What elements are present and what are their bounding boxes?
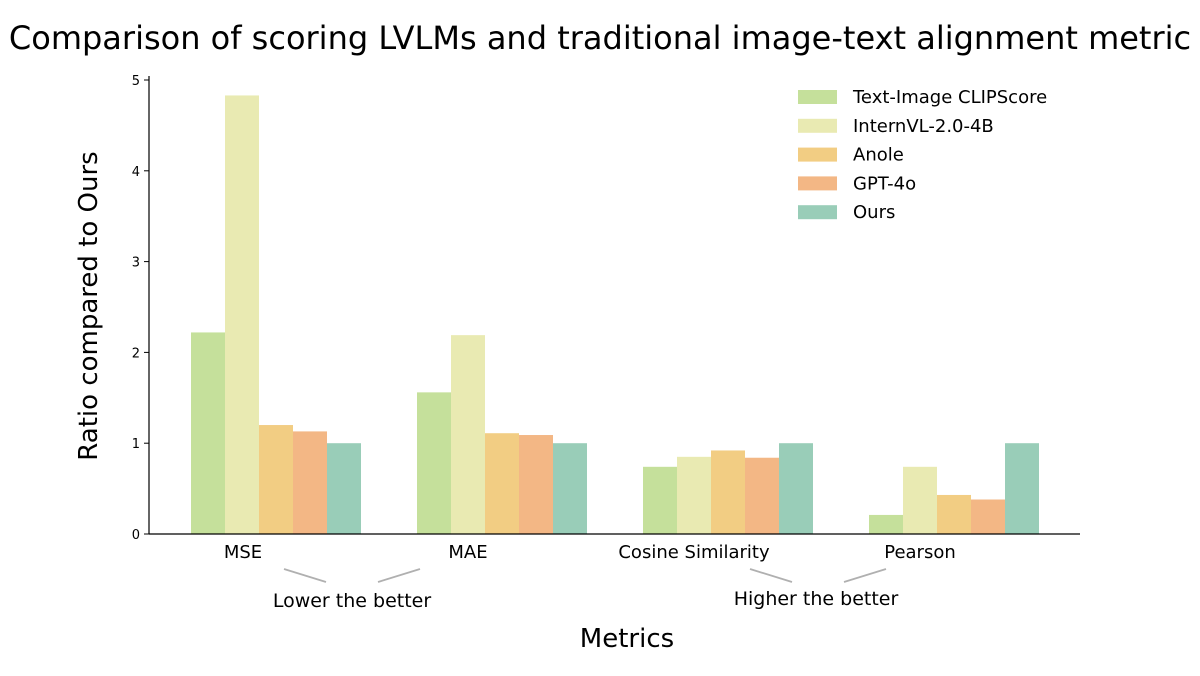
legend-swatch: [798, 90, 837, 104]
chart-title: Comparison of scoring LVLMs and traditio…: [9, 19, 1191, 57]
annotations-layer: Lower the better Higher the better: [273, 568, 899, 612]
bars-layer: [191, 95, 1039, 534]
x-category-label: Pearson: [884, 542, 956, 563]
legend-swatch: [798, 118, 837, 133]
bar-internvl-2-0-4b-mae: [451, 335, 485, 534]
legend-swatch: [798, 147, 837, 162]
bar-text-image-clipscore-cosine-similarity: [643, 466, 677, 534]
bar-text-image-clipscore-mse: [191, 332, 225, 534]
bar-internvl-2-0-4b-cosine-similarity: [677, 456, 711, 534]
x-category-label: Cosine Similarity: [618, 542, 770, 563]
bar-anole-pearson: [937, 494, 971, 534]
legend-swatch: [798, 176, 837, 191]
legend-label: GPT-4o: [853, 173, 916, 194]
bar-gpt-4o-mae: [519, 435, 553, 534]
bar-ours-mae: [553, 443, 587, 534]
y-axis-label: Ratio compared to Ours: [74, 151, 104, 460]
y-tick-label: 5: [132, 74, 140, 89]
bar-gpt-4o-mse: [293, 431, 327, 534]
bar-gpt-4o-cosine-similarity: [745, 457, 779, 534]
annotation-label: Higher the better: [734, 588, 899, 610]
x-category-label: MSE: [224, 542, 262, 563]
legend: Text-Image CLIPScore InternVL-2.0-4B Anole…: [798, 87, 1047, 223]
bar-gpt-4o-pearson: [971, 499, 1005, 534]
x-axis-label: Metrics: [580, 624, 674, 654]
legend-label: Text-Image CLIPScore: [852, 87, 1047, 108]
legend-label: Anole: [853, 145, 904, 166]
legend-swatch: [798, 205, 837, 220]
annotation-connector: [749, 568, 793, 583]
bar-internvl-2-0-4b-mse: [225, 95, 259, 534]
y-tick-label: 4: [132, 165, 140, 180]
bar-text-image-clipscore-pearson: [869, 514, 903, 534]
bar-ours-pearson: [1005, 443, 1039, 534]
legend-label: Ours: [853, 202, 895, 223]
annotation-connector: [283, 568, 327, 583]
y-tick-label: 3: [132, 256, 140, 271]
x-category-label: MAE: [448, 542, 487, 563]
axes-layer: 0 1 2 3 4 5 MSE MAE Cosine Similarity Pearson: [132, 74, 1080, 563]
bar-anole-mae: [485, 433, 519, 534]
y-tick-label: 1: [132, 437, 140, 452]
bar-anole-cosine-similarity: [711, 450, 745, 534]
legend-label: InternVL-2.0-4B: [853, 116, 994, 137]
bar-anole-mse: [259, 425, 293, 534]
y-tick-label: 0: [132, 528, 140, 543]
bar-ours-mse: [327, 443, 361, 534]
bar-internvl-2-0-4b-pearson: [903, 466, 937, 534]
annotation-label: Lower the better: [273, 590, 432, 612]
bar-ours-cosine-similarity: [779, 443, 813, 534]
y-tick-label: 2: [132, 346, 140, 361]
annotation-connector: [377, 568, 421, 583]
annotation-connector: [843, 568, 887, 583]
bar-text-image-clipscore-mae: [417, 392, 451, 534]
